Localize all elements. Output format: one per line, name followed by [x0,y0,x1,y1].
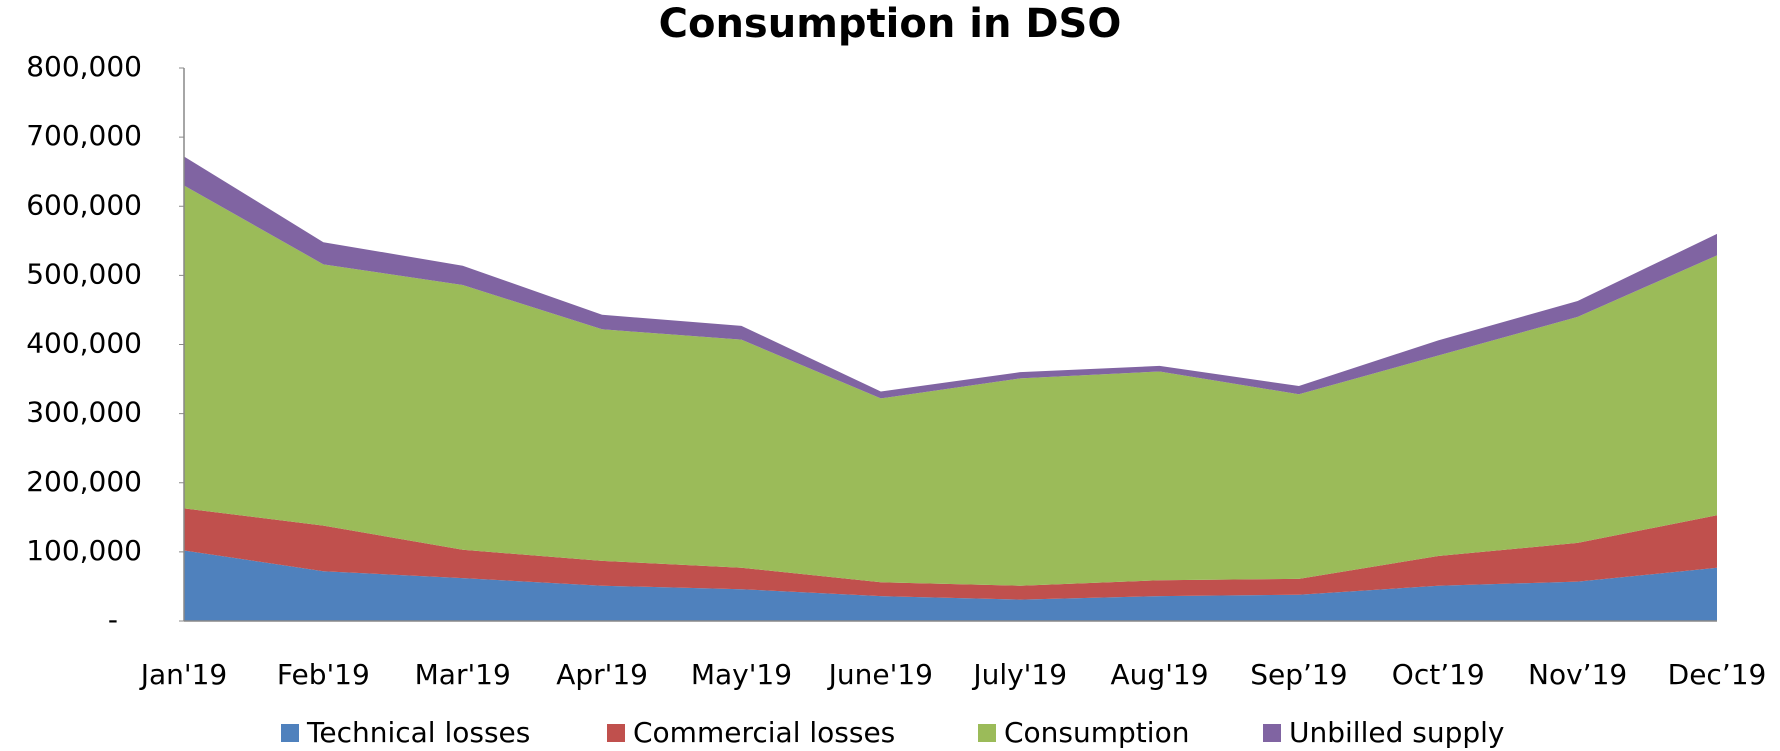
x-tick-label: Feb'19 [277,658,370,691]
y-tick-label: - [108,603,118,636]
x-tick-label: Dec’19 [1668,658,1767,691]
y-tick-label: 600,000 [26,188,142,221]
legend-label: Technical losses [306,716,530,749]
chart-title: Consumption in DSO [659,1,1122,47]
x-tick-label: June'19 [827,658,933,691]
x-tick-label: May'19 [691,658,792,691]
x-tick-label: Nov’19 [1528,658,1627,691]
legend-label: Commercial losses [633,716,895,749]
area [184,185,1717,586]
legend-label: Consumption [1004,716,1189,749]
x-tick-label: Oct’19 [1392,658,1485,691]
y-tick-label: 700,000 [26,119,142,152]
x-tick-label: Aug'19 [1111,658,1209,691]
legend-swatch [281,724,299,742]
area [184,550,1717,621]
legend-label: Unbilled supply [1289,716,1504,749]
area [184,508,1717,600]
y-tick-label: 800,000 [26,50,142,83]
y-tick-label: 200,000 [26,465,142,498]
y-tick-label: 300,000 [26,396,142,429]
legend-swatch [607,724,625,742]
legend-swatch [1263,724,1281,742]
x-tick-label: July'19 [971,658,1067,691]
y-tick-label: 100,000 [26,534,142,567]
y-tick-label: 500,000 [26,257,142,290]
legend-swatch [978,724,996,742]
y-tick-label: 400,000 [26,327,142,360]
x-tick-label: Mar'19 [415,658,511,691]
x-tick-label: Sep’19 [1250,658,1347,691]
x-tick-label: Apr'19 [556,658,648,691]
x-tick-label: Jan'19 [139,658,228,691]
area [184,156,1717,399]
